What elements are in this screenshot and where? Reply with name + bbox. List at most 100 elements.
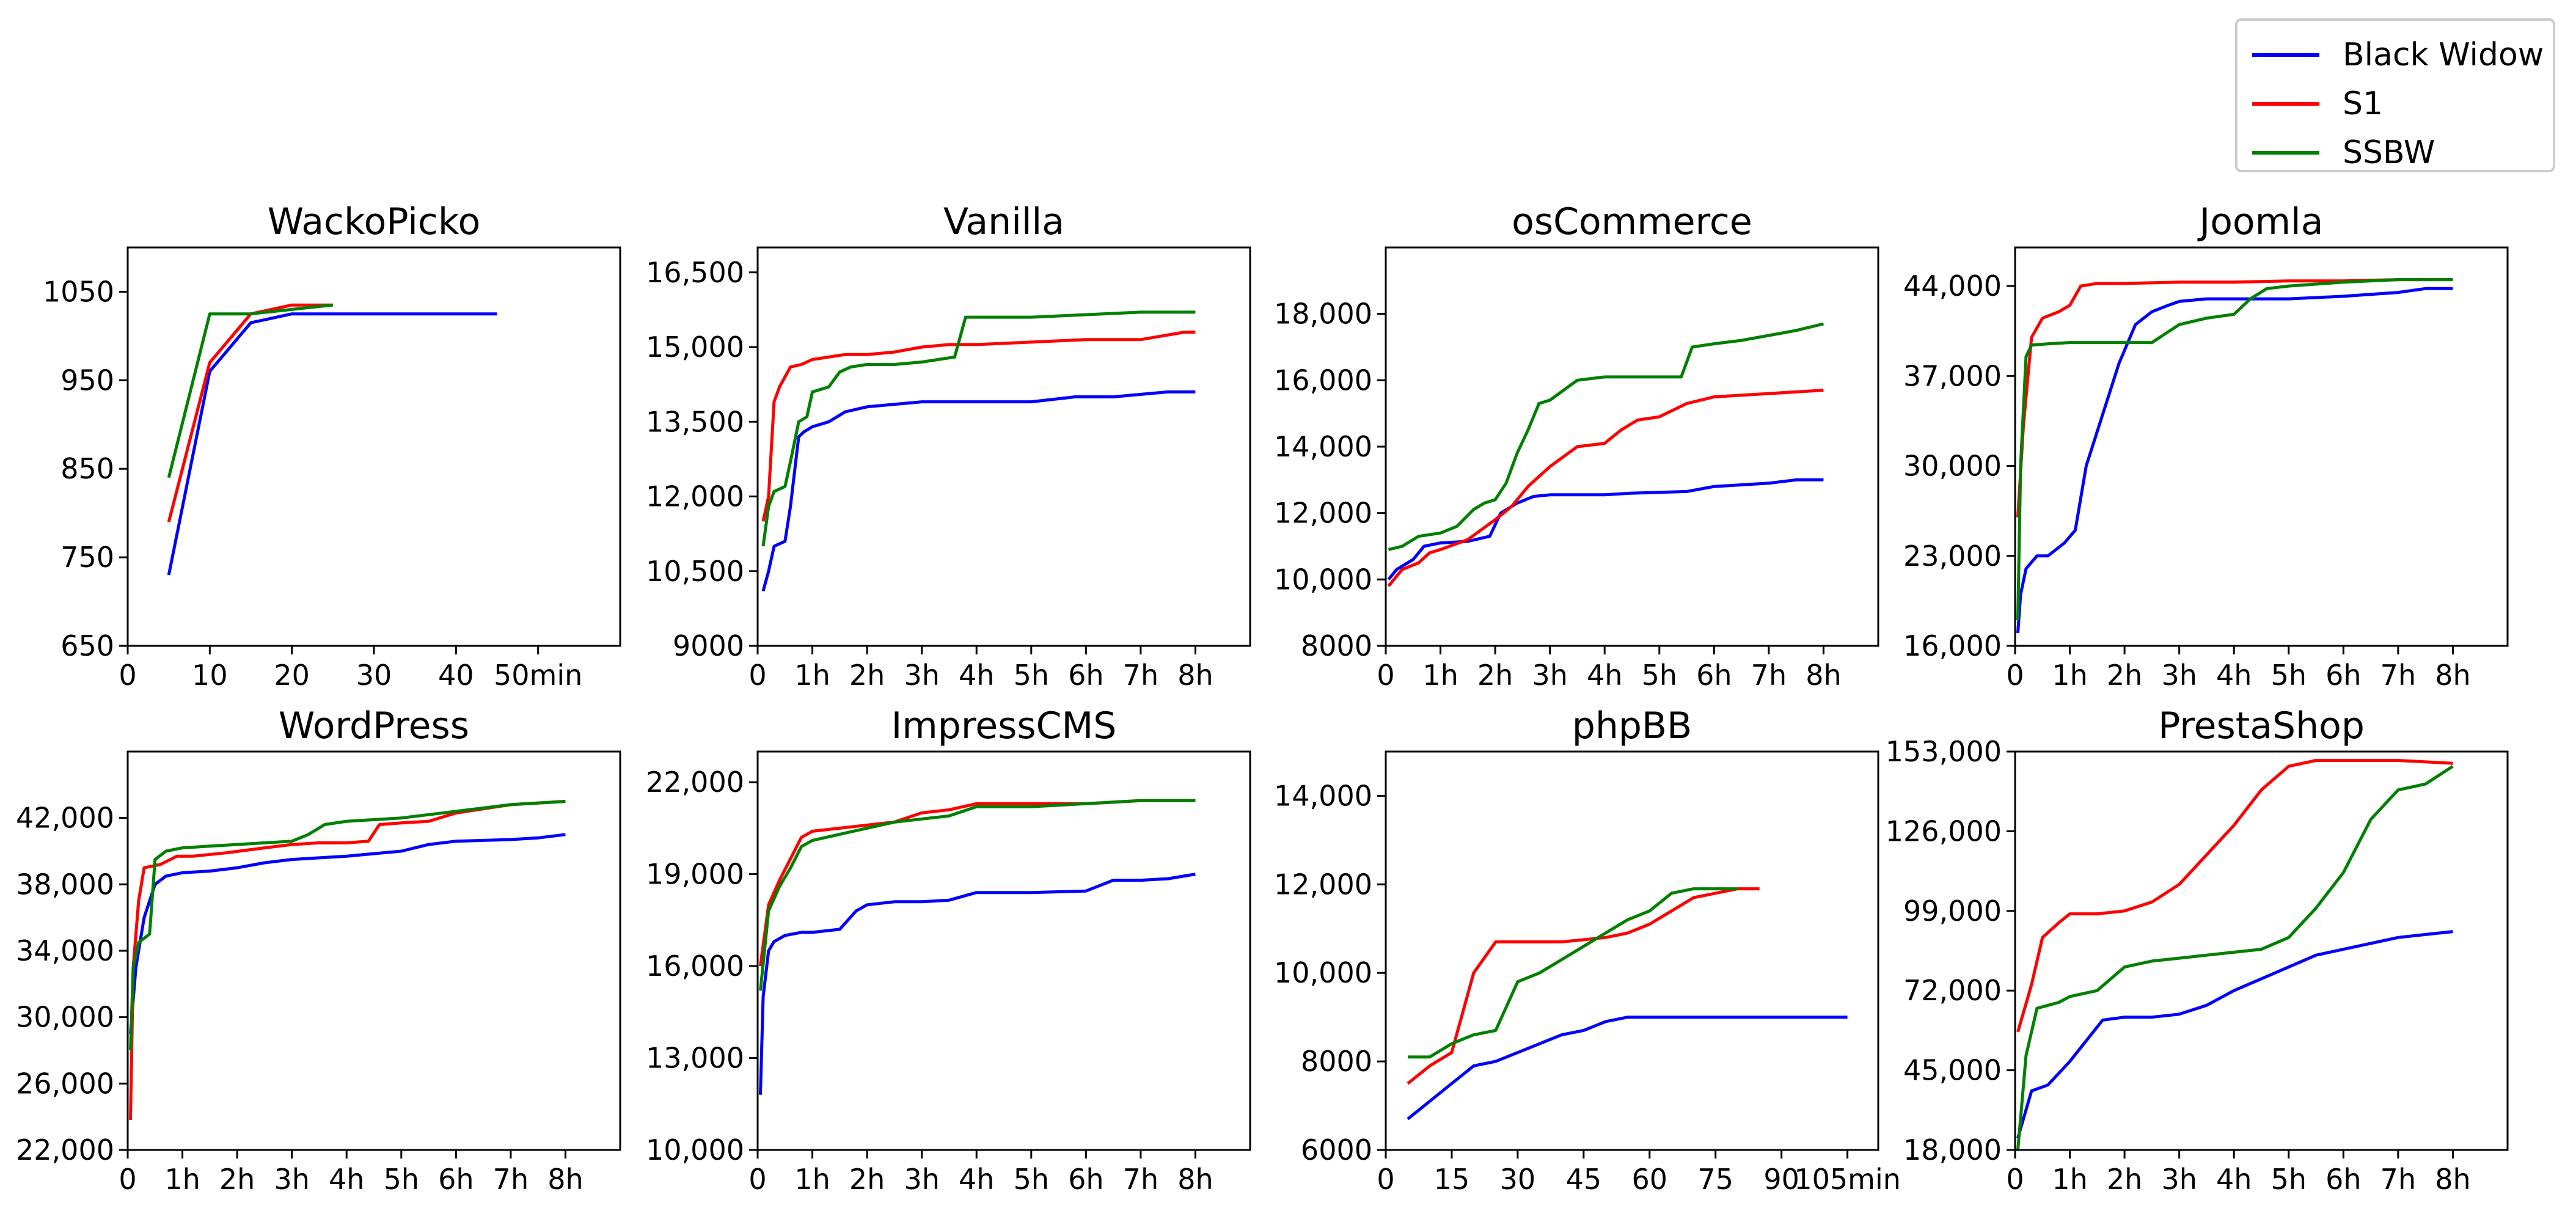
series-line-black-widow [2016,930,2453,1139]
legend: Black Widow S1 SSBW [2235,18,2555,172]
series-line-black-widow [1407,1016,1848,1121]
y-tick-label: 750 [60,541,114,574]
y-tick-label: 99,000 [1903,895,2002,928]
y-tick-label: 18,000 [1903,1133,2002,1166]
x-tick-label: 8h [1177,659,1213,692]
legend-line-ssbw [2252,151,2319,155]
x-tick-label: 2h [849,659,885,692]
x-tick-label: 7h [493,1163,529,1196]
y-tick-label: 8000 [1301,1045,1372,1078]
x-tick-label: 8h [2435,1163,2470,1196]
x-tick-label: 6h [1068,659,1103,692]
legend-item-ssbw: SSBW [2252,128,2435,177]
y-tick-label: 30,000 [16,1001,114,1034]
chart-wackopicko: WackoPicko 0 10 20 30 40 50min 650 750 850 950 1050 [43,200,621,692]
y-tick-label: 22,000 [16,1133,114,1166]
x-tick-label: 3h [274,1163,309,1196]
series-line-ssbw [2016,278,2453,620]
y-tick-label: 14,000 [1274,779,1372,812]
x-tick-label: 50min [494,659,582,692]
x-tick-label: 2h [2107,1163,2142,1196]
y-tick-label: 8000 [1301,629,1372,662]
chart-title: WackoPicko [268,200,480,243]
series-line-s1 [2016,278,2453,518]
y-tick-label: 16,000 [1274,364,1372,397]
x-tick-label: 4h [2216,659,2252,692]
y-tick-label: 38,000 [16,868,114,901]
y-tick-label: 9000 [673,629,744,662]
y-tick-label: 16,000 [646,950,744,983]
x-tick-label: 2h [219,1163,255,1196]
x-tick-label: 0 [1377,659,1394,692]
plot-frame [126,246,621,647]
x-tick-label: 8h [1806,659,1841,692]
series-line-ssbw [1408,887,1738,1059]
x-tick-label: 6h [1696,659,1732,692]
x-tick-label: 105min [1794,1163,1901,1196]
series-line-black-widow [129,833,566,1034]
x-tick-label: 30 [1500,1163,1536,1196]
x-tick-label: 3h [2161,659,2197,692]
y-tick-label: 72,000 [1903,974,2002,1007]
y-tick-label: 650 [60,629,114,662]
series-line-s1 [761,331,1196,522]
y-tick-label: 10,000 [646,1133,744,1166]
chart-title: PrestaShop [2158,705,2365,747]
x-tick-label: 3h [1532,659,1567,692]
series-line-black-widow [1387,478,1824,580]
x-tick-label: 15 [1434,1163,1470,1196]
chart-title: ImpressCMS [891,705,1117,747]
x-tick-label: 7h [1751,659,1787,692]
series-line-s1 [759,799,1196,967]
y-tick-label: 13,500 [646,405,744,438]
y-tick-label: 34,000 [16,934,114,967]
chart-title: WordPress [279,705,469,747]
x-tick-label: 45 [1566,1163,1602,1196]
chart-title: Joomla [2197,200,2324,243]
x-tick-label: 1h [794,659,830,692]
y-tick-label: 950 [60,364,114,397]
x-tick-label: 2h [1477,659,1513,692]
y-tick-label: 1050 [43,275,114,308]
series-line-s1 [2016,759,2453,1033]
series-line-ssbw [761,310,1196,547]
x-tick-label: 60 [1632,1163,1668,1196]
x-tick-label: 0 [2006,659,2024,692]
y-tick-label: 126,000 [1886,814,2002,847]
y-tick-label: 16,500 [646,256,744,289]
y-tick-label: 850 [60,452,114,485]
y-tick-label: 18,000 [1274,298,1372,331]
chart-title: osCommerce [1512,200,1752,243]
plot-frame [126,750,621,1151]
y-tick-label: 30,000 [1903,450,2002,483]
x-tick-label: 3h [904,659,939,692]
y-tick-label: 12,000 [1274,497,1372,530]
plot-frame [1385,246,1879,647]
x-tick-label: 90 [1763,1163,1799,1196]
y-tick-label: 153,000 [1886,735,2002,768]
y-tick-label: 12,000 [646,480,744,513]
x-tick-label: 0 [2006,1163,2024,1196]
x-tick-label: 7h [2380,659,2416,692]
x-tick-label: 8h [547,1163,583,1196]
x-tick-label: 7h [1123,659,1158,692]
x-tick-label: 6h [438,1163,474,1196]
x-tick-label: 4h [1587,659,1622,692]
x-tick-label: 5h [384,1163,419,1196]
plot-frame [2014,750,2509,1151]
y-tick-label: 13,000 [646,1042,744,1075]
x-tick-label: 7h [1123,1163,1158,1196]
y-tick-label: 12,000 [1274,868,1372,901]
x-tick-label: 3h [904,1163,939,1196]
chart-wordpress: WordPress 0 1h 2h 3h 4h 5h 6h 7h 8h 22,000 26,000 30… [16,705,621,1196]
x-tick-label: 5h [2271,659,2307,692]
x-tick-label: 1h [2052,1163,2087,1196]
x-tick-label: 0 [119,1163,136,1196]
x-tick-label: 6h [2325,659,2361,692]
plot-frame [1385,750,1879,1151]
x-tick-label: 75 [1697,1163,1733,1196]
x-tick-label: 40 [438,659,474,692]
y-tick-label: 10,500 [646,555,744,588]
